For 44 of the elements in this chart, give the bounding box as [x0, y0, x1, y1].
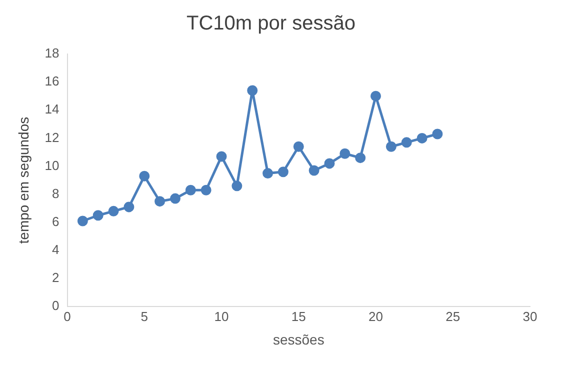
point [108, 206, 119, 216]
point [416, 132, 428, 144]
point [293, 141, 304, 152]
x-tick-label: 20 [368, 308, 383, 324]
point [247, 85, 258, 96]
point [432, 128, 443, 140]
point [200, 184, 212, 196]
y-tick-label: 4 [52, 242, 60, 258]
x-tick-label: 15 [291, 308, 306, 324]
x-tick-label: 25 [446, 308, 460, 324]
x-tick-label: 10 [214, 308, 229, 324]
x-axis-title: sessões [272, 331, 324, 348]
y-tick-label: 10 [44, 158, 60, 173]
point [139, 170, 150, 182]
x-tick-label: 0 [64, 308, 71, 324]
y-tick-label: 14 [44, 102, 60, 117]
x-tick-label: 5 [140, 308, 148, 324]
point [262, 168, 274, 179]
point [124, 202, 134, 212]
point [170, 193, 180, 204]
point [216, 151, 227, 162]
y-tick-label: 18 [44, 46, 60, 61]
y-tick-label: 2 [52, 270, 60, 286]
point [340, 148, 350, 159]
point [370, 90, 382, 102]
y-axis-title: tempo em segundos [15, 116, 32, 244]
y-tick-label: 8 [52, 186, 60, 201]
point [232, 180, 242, 192]
point [308, 165, 320, 176]
point [278, 166, 288, 178]
point [77, 216, 88, 226]
chart-title: TC10m por sessão [186, 12, 356, 35]
point [92, 210, 104, 221]
point [401, 137, 412, 148]
y-tick-label: 6 [52, 214, 60, 229]
point [355, 152, 366, 164]
y-tick-label: 0 [52, 298, 60, 314]
point [154, 196, 166, 207]
point [324, 158, 335, 169]
y-tick-label: 16 [44, 74, 60, 89]
x-tick-label: 30 [522, 308, 538, 324]
point [386, 141, 396, 152]
y-tick-label: 12 [44, 130, 60, 145]
point [185, 184, 196, 196]
